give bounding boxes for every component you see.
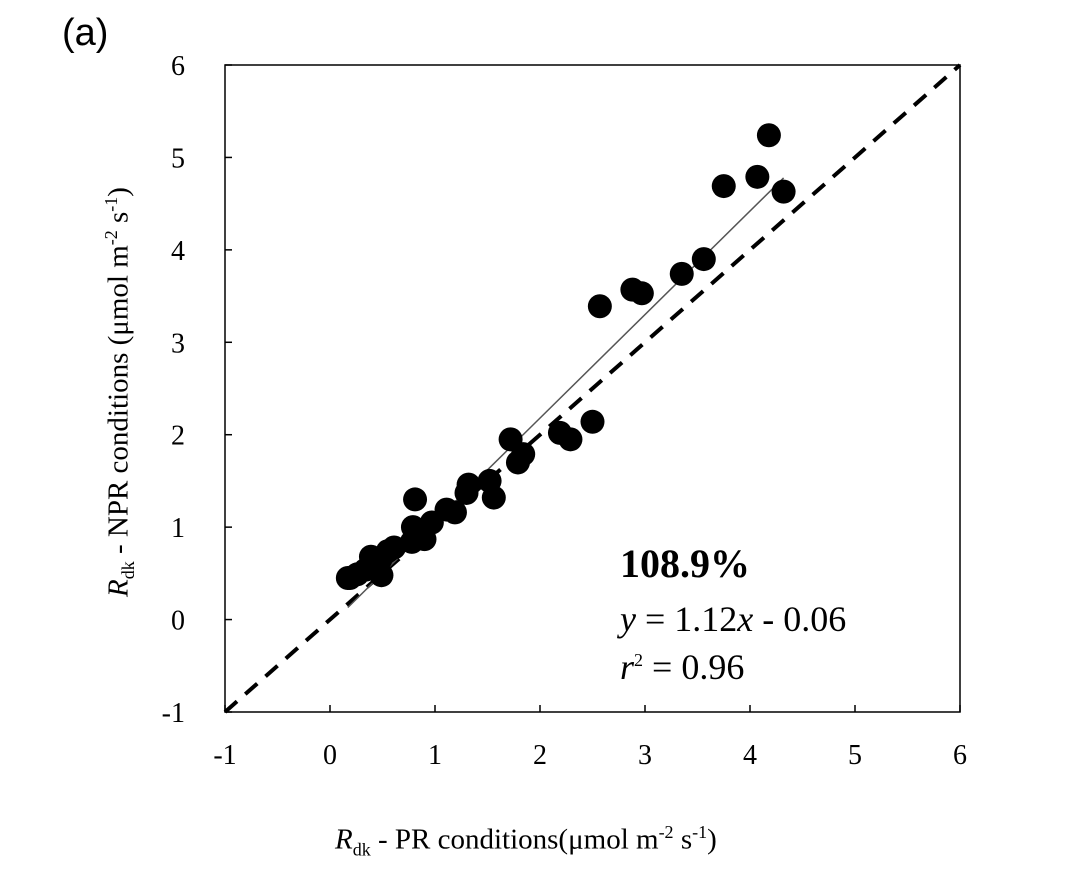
x-tick-label: -1 (213, 740, 236, 771)
x-tick-label: 6 (953, 740, 967, 771)
x-tick-label: 4 (743, 740, 757, 771)
y-tick-label: -1 (162, 698, 185, 729)
x-label-text: - PR conditions(μmol m (370, 823, 659, 856)
y-tick-label: 1 (171, 513, 185, 544)
y-label-end: ) (102, 187, 135, 197)
x-label-sub: dk (352, 839, 371, 860)
r-sup: 2 (634, 650, 644, 670)
data-point (669, 261, 694, 286)
data-point (456, 472, 481, 497)
x-label-sup2: -1 (692, 822, 708, 842)
r-var: r (620, 647, 635, 687)
y-axis-label: Rdk - NPR conditions (μmol m-2 s-1) (101, 187, 139, 597)
x-tick-label: 2 (533, 740, 547, 771)
plot-frame (224, 64, 961, 713)
data-point (691, 247, 716, 272)
eq-y: y (620, 599, 636, 639)
x-tick-label: 1 (428, 740, 442, 771)
x-label-end: ) (707, 823, 717, 856)
data-point (745, 164, 770, 189)
r-end: = 0.96 (643, 647, 745, 687)
y-tick-label: 6 (171, 51, 185, 82)
x-tick-label: 5 (848, 740, 862, 771)
x-tick-label: 3 (638, 740, 652, 771)
data-point (587, 294, 612, 319)
data-point (771, 179, 796, 204)
y-label-var: R (102, 579, 135, 597)
y-label-sup2: -1 (100, 196, 121, 212)
eq-mid: = 1.12 (635, 599, 738, 639)
x-tick-label: 0 (323, 740, 337, 771)
data-point (403, 487, 428, 512)
data-point (711, 174, 736, 199)
data-point (511, 442, 536, 467)
y-tick-label: 2 (171, 421, 185, 452)
eq-x: x (737, 599, 754, 639)
y-tick-label: 3 (171, 328, 185, 359)
one-to-one-dashed-line (223, 63, 962, 714)
x-label-var: R (335, 823, 353, 856)
y-tick-label: 0 (171, 606, 185, 637)
data-point (756, 123, 781, 148)
y-label-sub: dk (118, 561, 139, 580)
x-axis-label: Rdk - PR conditions(μmol m-2 s-1) (335, 822, 717, 860)
panel-label: (a) (62, 12, 109, 54)
data-point (481, 485, 506, 510)
data-point (442, 500, 467, 525)
y-label-sup1: -2 (100, 230, 121, 246)
data-point (580, 409, 605, 434)
eq-end: - 0.06 (753, 599, 847, 639)
percent-annotation: 108.9% (620, 541, 750, 586)
y-label-text: - NPR conditions (μmol m (102, 245, 135, 562)
data-point (558, 427, 583, 452)
data-point (629, 281, 654, 306)
y-tick-label: 4 (171, 236, 185, 267)
x-label-sup1: -2 (658, 822, 674, 842)
y-label-mid: s (102, 211, 135, 231)
equation-annotation: y = 1.12x - 0.06 (620, 598, 846, 640)
x-label-mid: s (673, 823, 693, 856)
y-tick-label: 5 (171, 143, 185, 174)
data-point (369, 563, 394, 588)
r2-annotation: r2 = 0.96 (620, 646, 744, 688)
